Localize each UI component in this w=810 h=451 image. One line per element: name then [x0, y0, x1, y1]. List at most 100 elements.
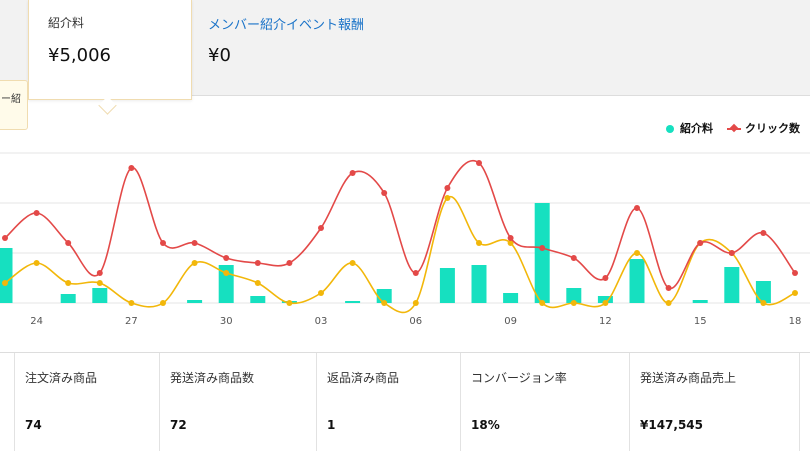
series-point — [65, 240, 72, 246]
referral-fee-value: ¥5,006 — [48, 45, 111, 66]
stat-value: 18% — [471, 418, 500, 432]
bar — [439, 268, 455, 303]
summary-stats-row: 注文済み商品 74 発送済み商品数 72 返品済み商品 1 コンバージョン率 1… — [0, 352, 810, 451]
series-point — [444, 195, 451, 201]
bar — [692, 300, 708, 303]
series-point — [507, 240, 514, 246]
stat-label: 発送済み商品数 — [170, 371, 255, 385]
series-point — [570, 255, 577, 261]
series-point — [665, 285, 672, 291]
bar — [187, 300, 203, 303]
series-line — [4, 195, 796, 314]
chart-tooltip-text: ー紹 — [1, 94, 21, 105]
stat-partial-left — [0, 353, 15, 451]
series-point — [128, 300, 135, 306]
bar — [250, 296, 266, 303]
series-point — [318, 225, 324, 231]
series-point — [254, 260, 261, 266]
series-point — [191, 260, 198, 266]
stat-value: 74 — [25, 418, 42, 432]
bar — [629, 259, 645, 303]
series-point — [792, 270, 798, 276]
series-point — [476, 240, 482, 246]
legend-dot-icon — [666, 125, 674, 133]
series-point — [760, 230, 767, 236]
series-point — [2, 280, 8, 286]
stat-label: 発送済み商品売上 — [640, 371, 737, 385]
stat-shipped-items: 発送済み商品数 72 — [159, 353, 317, 451]
series-point — [539, 245, 546, 251]
legend-label: クリック数 — [745, 122, 800, 135]
series-point — [96, 270, 103, 276]
member-event-reward-label[interactable]: メンバー紹介イベント報酬 — [208, 18, 365, 33]
series-point — [412, 270, 419, 276]
series-point — [381, 190, 388, 196]
series-point — [286, 300, 293, 306]
series-point — [254, 280, 261, 286]
series-point — [349, 260, 356, 266]
bar — [534, 203, 550, 303]
performance-chart: 24 27 30 03 06 09 12 15 18 — [0, 152, 810, 327]
series-point — [65, 280, 72, 286]
series-point — [728, 250, 735, 256]
stat-conversion-rate: コンバージョン率 18% — [460, 353, 630, 451]
series-point — [476, 160, 482, 166]
series-point — [2, 235, 8, 241]
x-tick-label: 12 — [599, 316, 612, 327]
series-point — [160, 240, 166, 246]
stat-value: ¥147,545 — [640, 418, 704, 432]
legend-line-icon — [727, 125, 741, 133]
x-tick-label: 24 — [30, 316, 43, 327]
stat-shipped-sales: 発送済み商品売上 ¥147,545 — [629, 353, 800, 451]
legend-label: 紹介料 — [680, 122, 713, 135]
series-line — [4, 160, 796, 289]
x-tick-label: 06 — [409, 316, 422, 327]
series-point — [539, 300, 546, 306]
series-point — [570, 300, 577, 306]
x-tick-label: 15 — [694, 316, 707, 327]
series-point — [602, 300, 609, 306]
bar — [566, 288, 582, 303]
stat-returned-items: 返品済み商品 1 — [316, 353, 461, 451]
series-point — [381, 300, 388, 306]
x-tick-label: 03 — [315, 316, 328, 327]
series-point — [792, 290, 798, 296]
bar — [724, 267, 740, 303]
stat-label: 返品済み商品 — [327, 371, 400, 385]
stat-label: コンバージョン率 — [471, 371, 567, 385]
series-point — [634, 205, 640, 211]
bar — [92, 288, 108, 303]
series-point — [223, 255, 230, 261]
series-point — [760, 300, 767, 306]
series-point — [318, 290, 324, 296]
bar — [0, 248, 13, 303]
series-point — [349, 170, 356, 176]
bar — [345, 301, 361, 303]
bar — [471, 265, 487, 303]
referral-fee-card[interactable]: 紹介料 ¥5,006 — [28, 0, 192, 100]
stat-value: 72 — [170, 418, 187, 432]
series-point — [602, 275, 609, 281]
stat-label: 注文済み商品 — [25, 371, 98, 385]
stat-value: 1 — [327, 418, 336, 432]
legend-item-clicks[interactable]: クリック数 — [727, 120, 800, 136]
series-point — [665, 300, 672, 306]
series-point — [96, 280, 103, 286]
series-point — [33, 210, 40, 216]
series-point — [286, 260, 293, 266]
series-point — [160, 300, 166, 306]
bar — [755, 281, 771, 303]
x-tick-label: 09 — [504, 316, 517, 327]
series-point — [634, 250, 640, 256]
series-point — [412, 300, 419, 306]
series-point — [697, 240, 704, 246]
series-point — [223, 270, 230, 276]
stat-partial-right — [799, 353, 810, 451]
legend-item-referral-fee[interactable]: 紹介料 — [666, 120, 713, 136]
series-point — [191, 240, 198, 246]
stat-ordered-items: 注文済み商品 74 — [14, 353, 160, 451]
chart-tooltip: ー紹 — [0, 80, 28, 130]
bar — [503, 293, 519, 303]
bar — [597, 296, 613, 303]
series-point — [444, 185, 451, 191]
